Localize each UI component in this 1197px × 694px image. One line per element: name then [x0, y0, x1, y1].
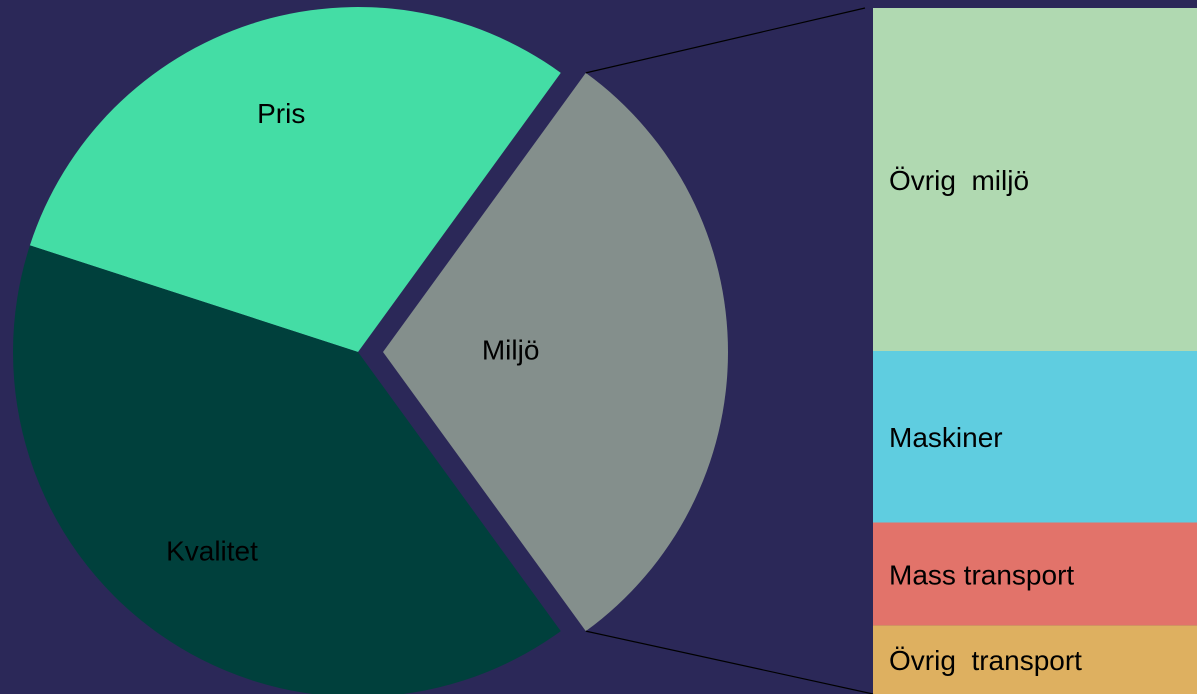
slice-label: Miljö [482, 334, 540, 365]
slice-label: Pris [257, 98, 305, 129]
pie-slice [383, 72, 729, 632]
bar-label: Mass transport [889, 559, 1074, 590]
bar-segment [873, 8, 1197, 351]
slice-label: Kvalitet [166, 535, 258, 566]
bar-label: Övrig miljö [889, 165, 1029, 196]
bar-segment [873, 522, 1197, 626]
pie-slice [29, 7, 561, 352]
bar-segment [873, 625, 1197, 694]
connector [585, 630, 874, 694]
bar-label: Maskiner [889, 422, 1003, 453]
pie-slice [13, 245, 561, 694]
bar-segment [873, 351, 1197, 523]
bar-label: Övrig transport [889, 645, 1082, 676]
connector [585, 7, 866, 74]
